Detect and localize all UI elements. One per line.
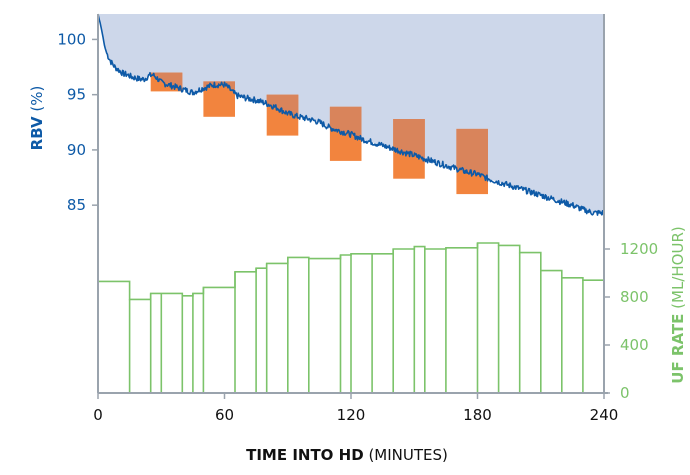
y-right-title-unit: (ML/HOUR) [669,226,687,309]
y-left-tick-label: 95 [67,86,86,104]
rbv-line-layer [97,13,605,216]
x-tick-label: 60 [215,406,234,424]
tick-labels-layer: 85 90 95 100 0 400 800 1200 0 60 120 180 240 [57,30,658,424]
y-right-tick-label: 400 [620,336,649,354]
y-left-title-unit: (%) [28,86,46,112]
x-tick-label: 120 [337,406,366,424]
y-right-tick-label: 1200 [620,240,658,258]
y-right-title-bold: UF RATE [669,314,687,384]
y-right-tick-label: 0 [620,384,630,402]
y-left-title-bold: RBV [28,116,46,150]
x-tick-label: 240 [590,406,619,424]
x-title-unit: (MINUTES) [368,446,447,464]
x-title-bold: TIME INTO HD [246,446,364,464]
y-left-tick-label: 100 [57,30,86,48]
y-right-axis-title: UF RATE (ML/HOUR) [669,226,687,383]
axes-layer [97,14,608,394]
uf-rate-layer [97,242,604,393]
x-tick-label: 180 [463,406,492,424]
x-tick-label: 0 [93,406,103,424]
rbv-series-line [97,13,605,216]
y-right-tick-label: 800 [620,288,649,306]
y-left-axis-title: RBV (%) [28,86,46,151]
x-axis-title: TIME INTO HD (MINUTES) [246,446,448,464]
y-left-tick-label: 90 [67,141,86,159]
y-left-tick-label: 85 [67,196,86,214]
